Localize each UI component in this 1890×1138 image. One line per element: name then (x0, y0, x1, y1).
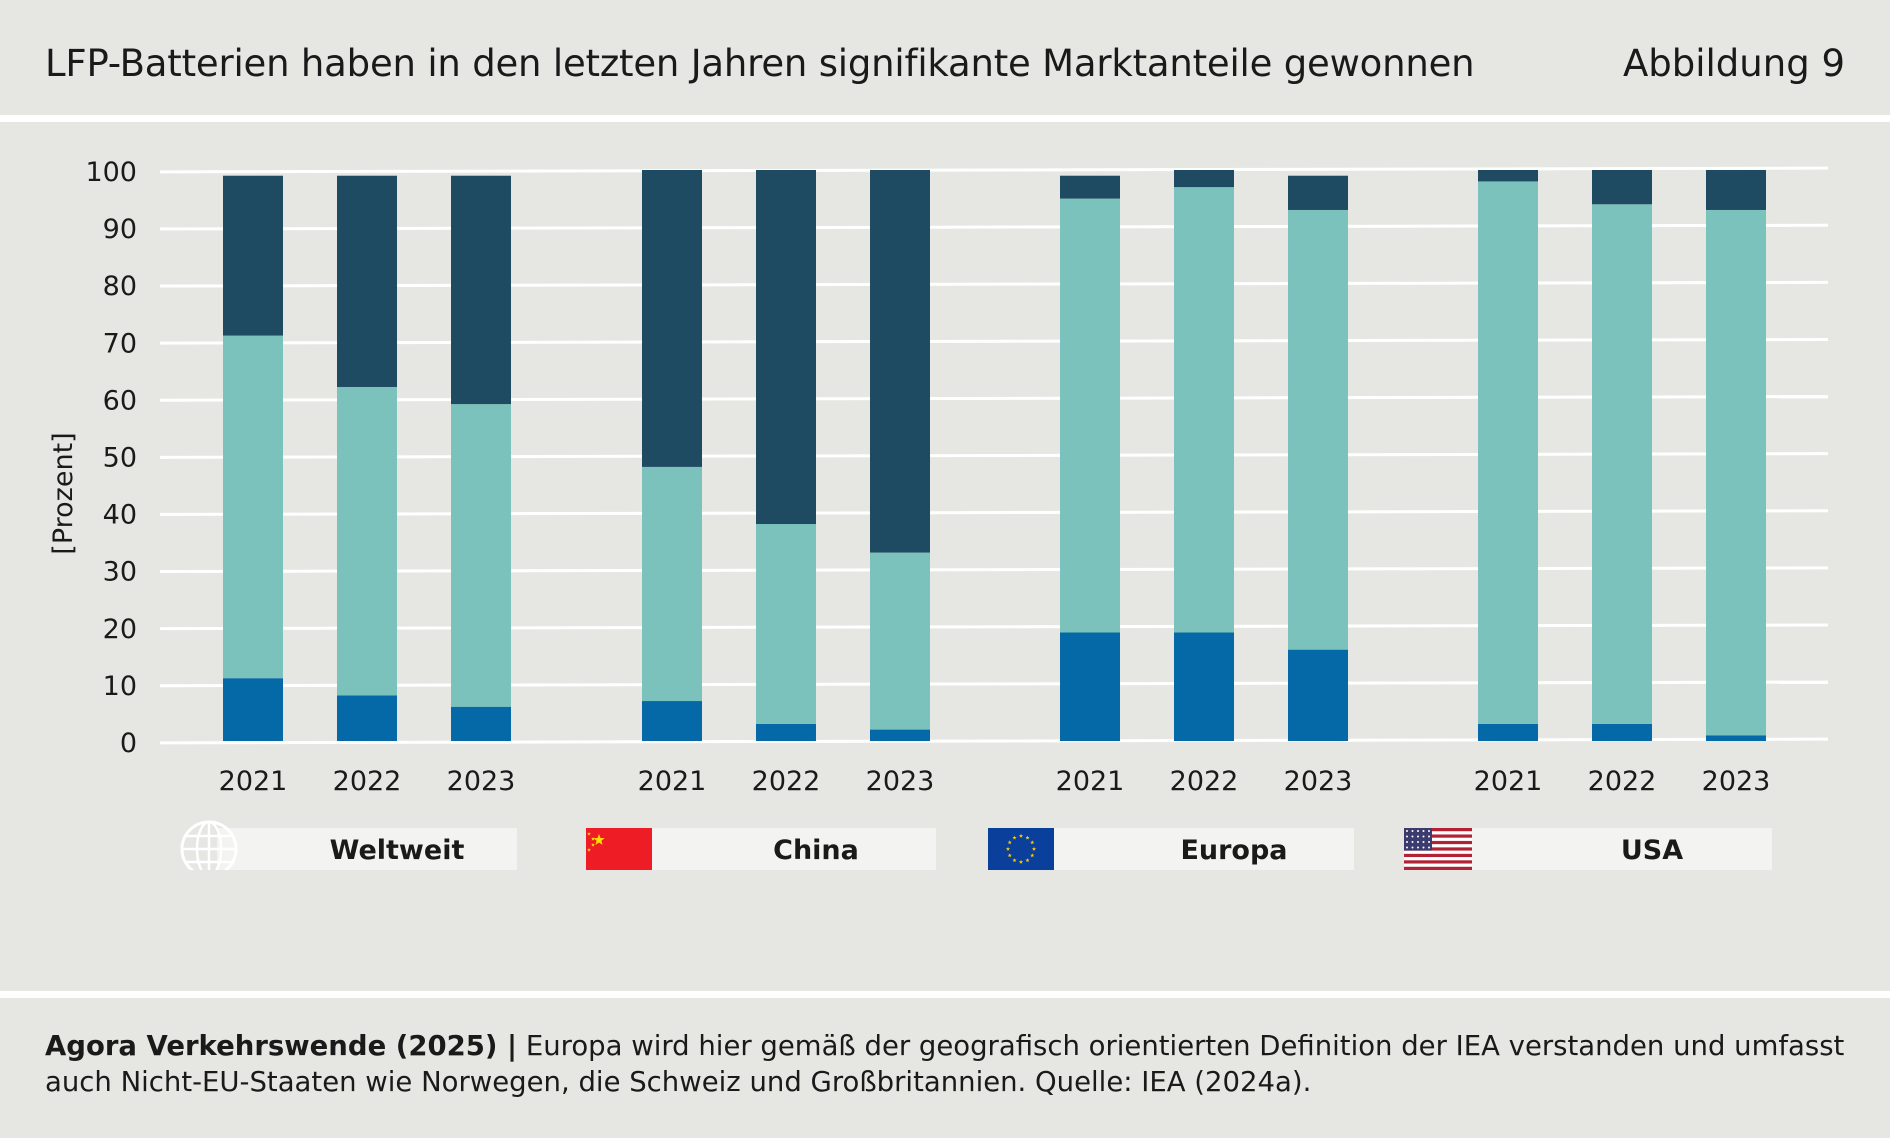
bar-segment-hoher-nickelgehalt (1592, 204, 1652, 724)
bar-segment-hoher-nickelgehalt (642, 466, 702, 702)
eu-flag-icon (988, 828, 1054, 870)
group-label-text: China (773, 835, 859, 866)
bottom-divider (0, 991, 1890, 998)
group-label-text: Europa (1180, 835, 1287, 866)
group-label-box (1472, 828, 1772, 870)
footer-source: Agora Verkehrswende (2025) | (45, 1030, 518, 1062)
y-tick-label: 70 (103, 328, 137, 359)
group-label-usa: USA (1404, 828, 1772, 870)
bar-segment-hoher-nickelgehalt (870, 552, 930, 730)
gridline (159, 223, 1829, 231)
y-tick-label: 50 (103, 443, 137, 474)
bar-segment-lfp (642, 170, 702, 467)
bar-segment-niedriger-nickelgehalt (1592, 723, 1652, 741)
group-label-europa: Europa (988, 828, 1354, 870)
bar-segment-niedriger-nickelgehalt (642, 701, 702, 741)
gridline (159, 566, 1829, 574)
header: LFP-Batterien haben in den letzten Jahre… (0, 0, 1890, 115)
usa-flag-icon (1404, 828, 1472, 870)
gridline (159, 509, 1829, 516)
x-tick-label: 2022 (752, 766, 821, 797)
group-label-box (217, 828, 517, 870)
x-tick-label: 2023 (1284, 766, 1353, 797)
bar-segment-lfp (870, 170, 930, 553)
gridline (159, 280, 1829, 288)
group-label-china: China (586, 828, 936, 870)
bar-segment-niedriger-nickelgehalt (1288, 649, 1348, 741)
x-tick-label: 2022 (333, 766, 402, 797)
gridline (159, 166, 1829, 174)
bar-segment-hoher-nickelgehalt (1706, 209, 1766, 736)
gridline (159, 395, 1829, 402)
y-axis-label: [Prozent] (48, 432, 79, 554)
gridline (159, 680, 1829, 688)
stacked-bar-chart: 0 10 20 30 40 50 60 70 80 90 100 [Prozent] 2021 2022 2… (48, 157, 1829, 870)
bar-segment-lfp (1060, 175, 1120, 199)
group-label-text: Weltweit (330, 835, 465, 866)
bar-segment-lfp (337, 175, 397, 387)
gridline (159, 737, 1829, 745)
x-tick-label: 2021 (1474, 766, 1543, 797)
y-tick-label: 80 (103, 271, 137, 302)
bar-segment-hoher-nickelgehalt (337, 386, 397, 696)
bar-segment-lfp (756, 170, 816, 525)
x-tick-label: 2022 (1588, 766, 1657, 797)
y-tick-label: 60 (103, 385, 137, 416)
x-tick-label: 2021 (1056, 766, 1125, 797)
group-label-box (1054, 828, 1354, 870)
bar-segment-lfp (1288, 175, 1348, 210)
x-tick-label: 2021 (219, 766, 288, 797)
bar-segment-niedriger-nickelgehalt (337, 695, 397, 741)
bar-segment-hoher-nickelgehalt (1060, 198, 1120, 633)
chart-title: LFP-Batterien haben in den letzten Jahre… (45, 42, 1475, 85)
bar-segment-niedriger-nickelgehalt (1060, 632, 1120, 741)
top-divider (0, 115, 1890, 122)
group-label-text: USA (1621, 835, 1683, 866)
bar-segment-lfp (451, 175, 511, 405)
x-tick-label: 2023 (866, 766, 935, 797)
gridline (159, 452, 1829, 459)
y-tick-label: 10 (103, 671, 137, 702)
bar-segment-niedriger-nickelgehalt (756, 723, 816, 741)
bar-segment-niedriger-nickelgehalt (223, 678, 283, 741)
bar-segment-niedriger-nickelgehalt (1478, 723, 1538, 741)
group-label-box (636, 828, 936, 870)
x-tick-label: 2023 (1702, 766, 1771, 797)
gridline (159, 337, 1829, 345)
y-tick-label: 40 (103, 500, 137, 531)
bar-segment-niedriger-nickelgehalt (870, 729, 930, 741)
bar-segment-lfp (223, 175, 283, 336)
footer-text: Europa wird hier gemäß der geografisch o… (45, 1030, 1845, 1098)
bar-segment-hoher-nickelgehalt (451, 404, 511, 707)
bar-segment-hoher-nickelgehalt (1478, 181, 1538, 724)
y-tick-label: 100 (85, 157, 137, 188)
footer-note: Agora Verkehrswende (2025) | Europa wird… (45, 1028, 1855, 1100)
bar-segment-niedriger-nickelgehalt (1706, 735, 1766, 741)
bar-segment-lfp (1174, 170, 1234, 188)
bar-segment-lfp (1706, 170, 1766, 210)
y-tick-label: 0 (120, 728, 137, 759)
x-tick-label: 2023 (447, 766, 516, 797)
y-tick-label: 90 (103, 214, 137, 245)
bar-segment-hoher-nickelgehalt (223, 335, 283, 679)
figure-label: Abbildung 9 (1622, 42, 1845, 85)
bar-segment-hoher-nickelgehalt (756, 524, 816, 724)
y-tick-label: 30 (103, 557, 137, 588)
bar-segment-hoher-nickelgehalt (1288, 209, 1348, 650)
bar-segment-niedriger-nickelgehalt (451, 706, 511, 741)
china-flag-icon (586, 828, 652, 870)
gridline (159, 623, 1829, 631)
bar-segment-hoher-nickelgehalt (1174, 187, 1234, 633)
bar-segment-lfp (1592, 170, 1652, 205)
y-tick-label: 20 (103, 614, 137, 645)
bar-segment-niedriger-nickelgehalt (1174, 632, 1234, 741)
x-tick-label: 2022 (1170, 766, 1239, 797)
bar-segment-lfp (1478, 170, 1538, 182)
x-tick-label: 2021 (638, 766, 707, 797)
group-label-weltweit: Weltweit (180, 820, 517, 870)
globe-icon (180, 820, 238, 870)
